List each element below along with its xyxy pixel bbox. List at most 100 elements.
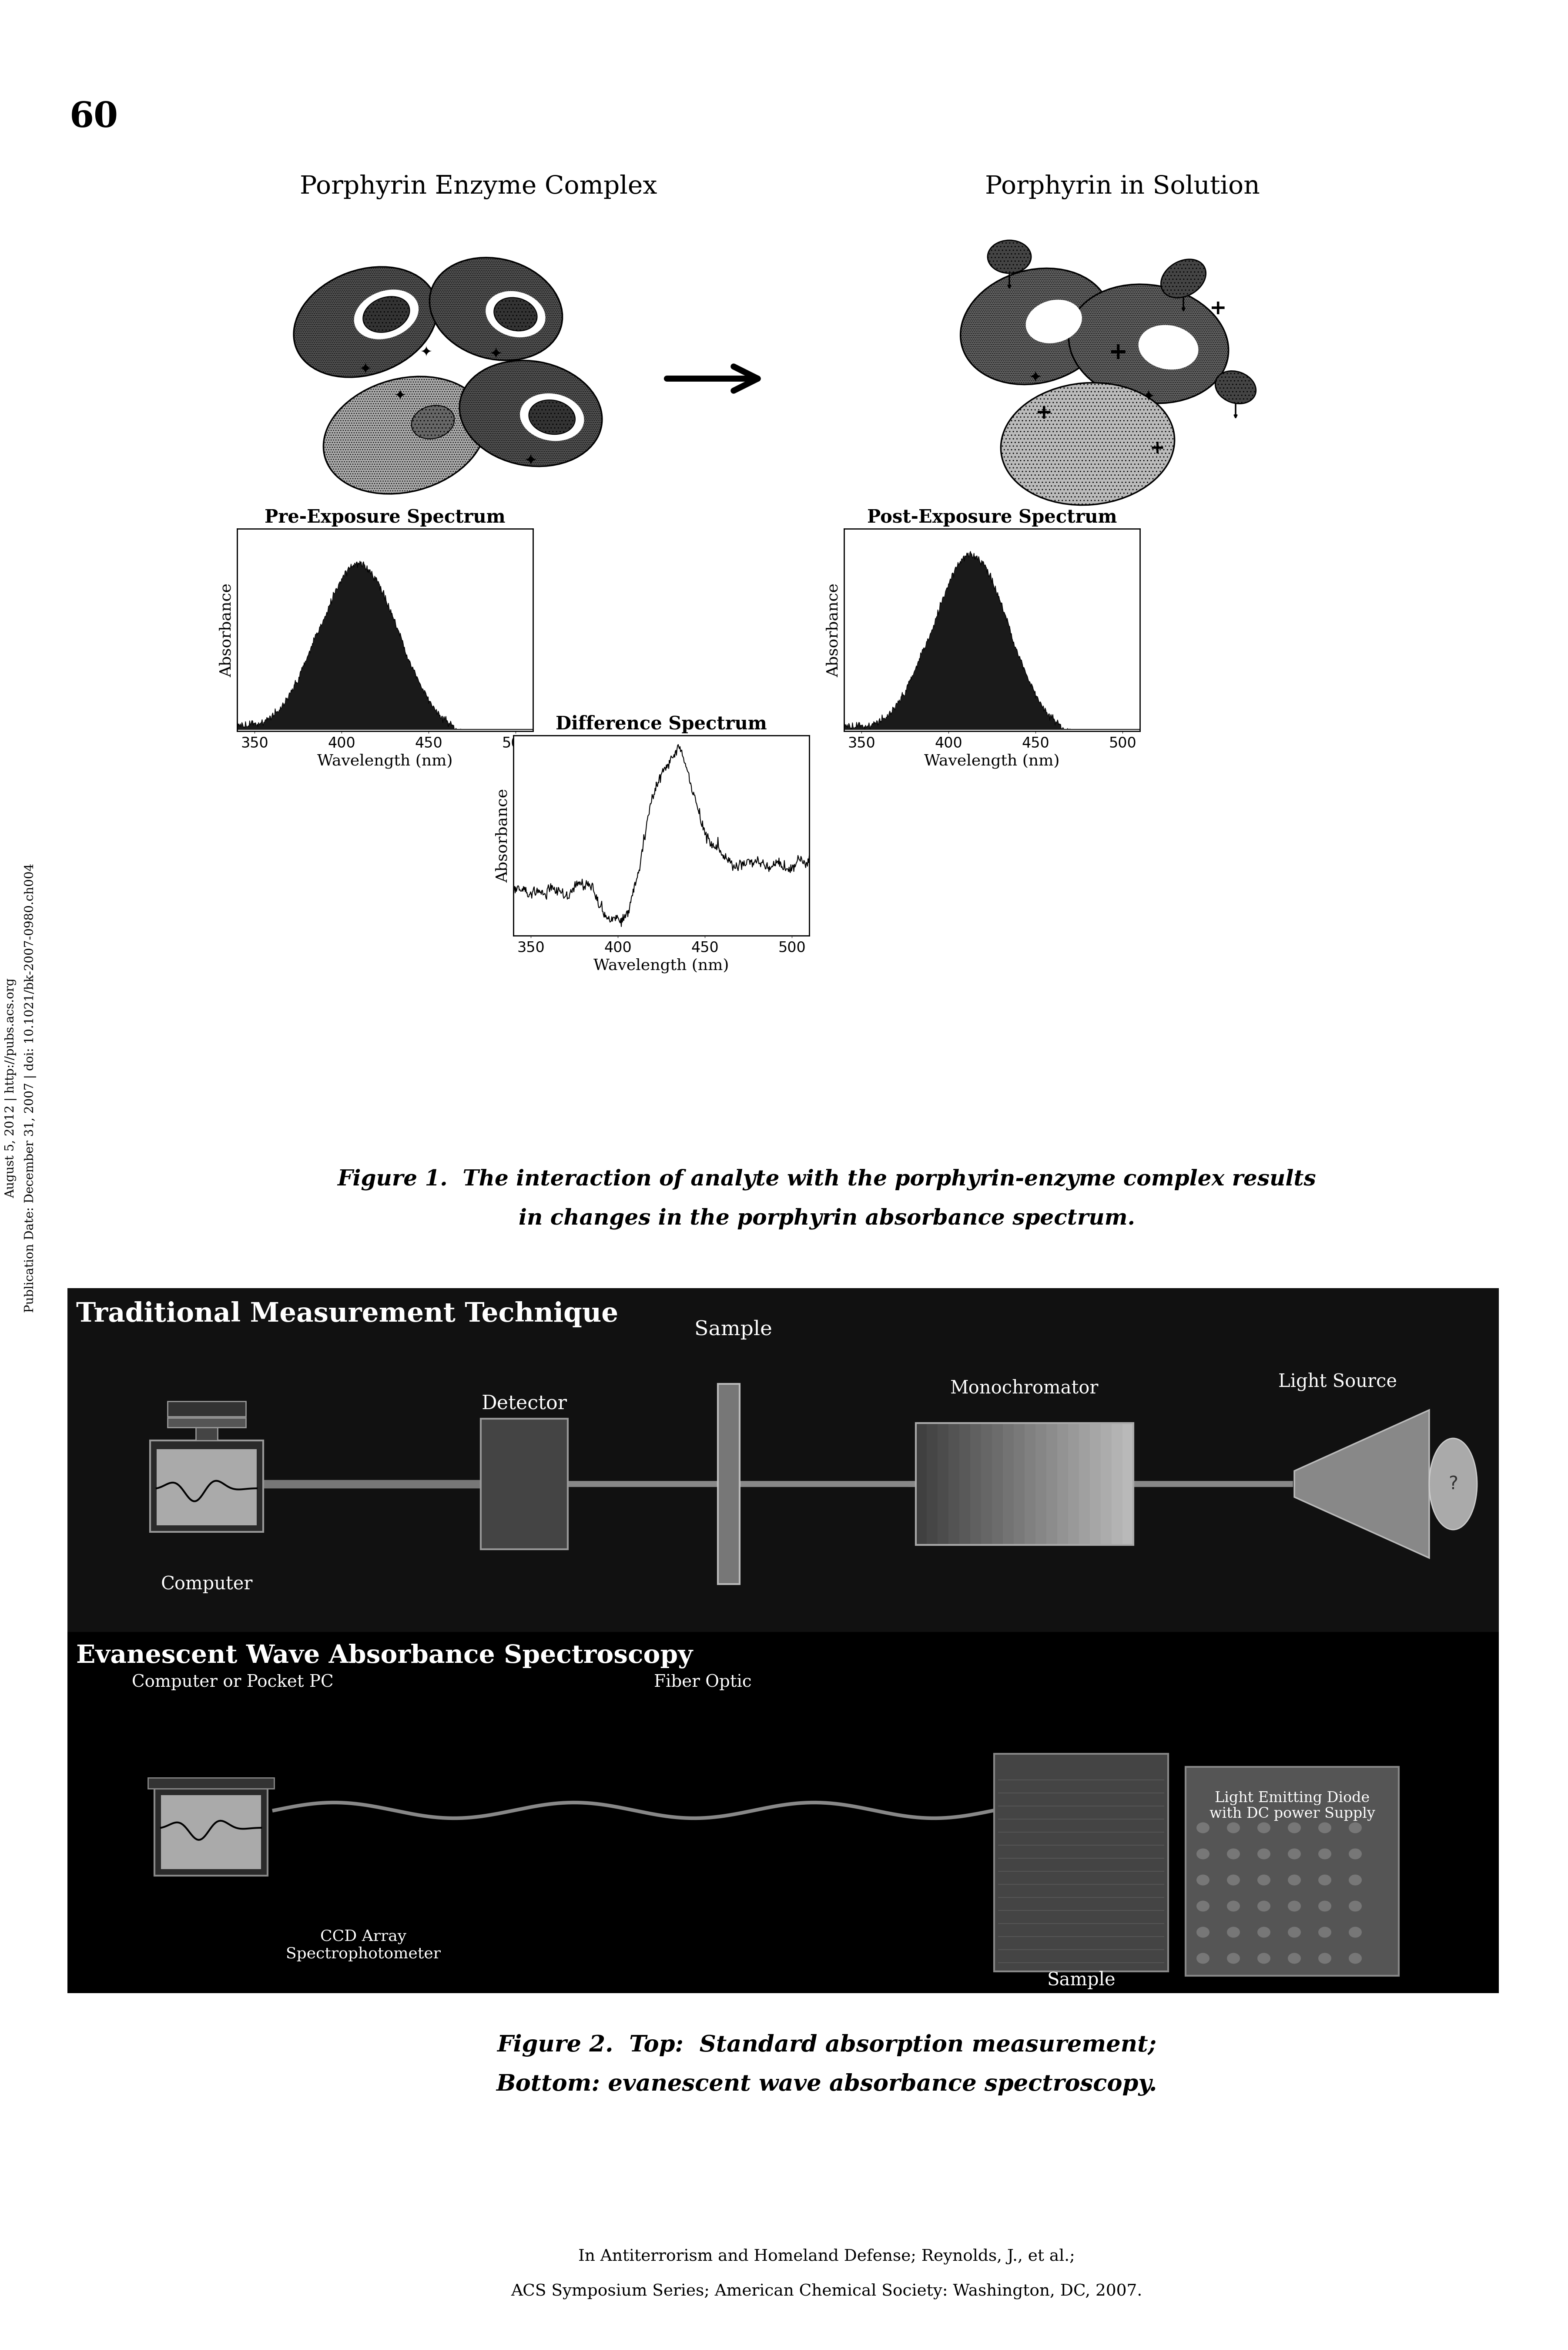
Ellipse shape bbox=[1196, 1953, 1209, 1965]
Text: ✦: ✦ bbox=[394, 388, 406, 404]
Ellipse shape bbox=[323, 376, 486, 494]
X-axis label: Wavelength (nm): Wavelength (nm) bbox=[317, 754, 453, 768]
Ellipse shape bbox=[1317, 1821, 1331, 1833]
Ellipse shape bbox=[486, 291, 546, 338]
Title: Post-Exposure Spectrum: Post-Exposure Spectrum bbox=[867, 508, 1116, 526]
Ellipse shape bbox=[1317, 1849, 1331, 1859]
Ellipse shape bbox=[1348, 1849, 1361, 1859]
Ellipse shape bbox=[1258, 1875, 1270, 1885]
Text: Detector: Detector bbox=[481, 1394, 568, 1412]
Ellipse shape bbox=[1160, 258, 1206, 298]
Text: ✦: ✦ bbox=[524, 454, 538, 468]
FancyArrowPatch shape bbox=[666, 367, 757, 390]
Text: Figure 1.  The interaction of analyte with the porphyrin-enzyme complex results: Figure 1. The interaction of analyte wit… bbox=[337, 1168, 1316, 1189]
Ellipse shape bbox=[1196, 1821, 1209, 1833]
Text: Figure 2.  Top:  Standard absorption measurement;: Figure 2. Top: Standard absorption measu… bbox=[497, 2035, 1156, 2056]
X-axis label: Wavelength (nm): Wavelength (nm) bbox=[924, 754, 1060, 768]
Text: Light Source: Light Source bbox=[1278, 1372, 1397, 1391]
Text: +: + bbox=[1149, 439, 1165, 458]
X-axis label: Wavelength (nm): Wavelength (nm) bbox=[593, 959, 729, 973]
Bar bbox=[1112, 1424, 1123, 1544]
Text: in changes in the porphyrin absorbance spectrum.: in changes in the porphyrin absorbance s… bbox=[519, 1208, 1135, 1229]
Text: ✦: ✦ bbox=[1142, 390, 1156, 404]
Text: August 5, 2012 | http://pubs.acs.org
Publication Date: December 31, 2007 | doi: : August 5, 2012 | http://pubs.acs.org Pub… bbox=[5, 862, 36, 1314]
Ellipse shape bbox=[988, 240, 1030, 273]
Ellipse shape bbox=[1287, 1901, 1300, 1911]
Ellipse shape bbox=[1287, 1875, 1300, 1885]
Ellipse shape bbox=[1226, 1953, 1240, 1965]
Bar bbox=[991, 1424, 1004, 1544]
Ellipse shape bbox=[1000, 383, 1174, 505]
Bar bbox=[982, 1424, 993, 1544]
Y-axis label: Absorbance: Absorbance bbox=[495, 790, 510, 884]
Bar bbox=[960, 1424, 971, 1544]
Bar bbox=[994, 1753, 1168, 1972]
Bar bbox=[718, 1384, 740, 1584]
Ellipse shape bbox=[1068, 284, 1228, 404]
Ellipse shape bbox=[1348, 1821, 1361, 1833]
Ellipse shape bbox=[1348, 1875, 1361, 1885]
Ellipse shape bbox=[1258, 1927, 1270, 1939]
Ellipse shape bbox=[960, 268, 1110, 385]
Bar bbox=[927, 1424, 938, 1544]
Ellipse shape bbox=[1258, 1953, 1270, 1965]
Ellipse shape bbox=[1317, 1953, 1331, 1965]
Text: ✦: ✦ bbox=[359, 362, 372, 376]
Bar bbox=[1123, 1424, 1134, 1544]
Ellipse shape bbox=[1348, 1927, 1361, 1939]
Ellipse shape bbox=[528, 400, 575, 435]
Text: Evanescent Wave Absorbance Spectroscopy: Evanescent Wave Absorbance Spectroscopy bbox=[77, 1643, 693, 1668]
Text: Monochromator: Monochromator bbox=[950, 1379, 1099, 1398]
Bar bbox=[1035, 1424, 1047, 1544]
Text: ?: ? bbox=[1447, 1476, 1458, 1492]
Text: Bottom: evanescent wave absorbance spectroscopy.: Bottom: evanescent wave absorbance spect… bbox=[495, 2073, 1157, 2096]
Text: Porphyrin in Solution: Porphyrin in Solution bbox=[985, 174, 1259, 200]
Text: Computer or Pocket PC: Computer or Pocket PC bbox=[132, 1673, 334, 1690]
Ellipse shape bbox=[1348, 1901, 1361, 1911]
Bar bbox=[1013, 1424, 1025, 1544]
Ellipse shape bbox=[1138, 324, 1198, 369]
Ellipse shape bbox=[1226, 1821, 1240, 1833]
Ellipse shape bbox=[1258, 1821, 1270, 1833]
Bar bbox=[168, 1401, 246, 1417]
Text: ✦: ✦ bbox=[1029, 369, 1041, 385]
Text: Sample: Sample bbox=[1046, 1972, 1115, 1988]
Bar bbox=[1002, 1424, 1014, 1544]
Ellipse shape bbox=[1348, 1953, 1361, 1965]
Bar bbox=[1068, 1424, 1079, 1544]
Bar bbox=[1101, 1424, 1112, 1544]
Bar bbox=[938, 1424, 949, 1544]
Ellipse shape bbox=[1025, 301, 1082, 343]
Ellipse shape bbox=[1317, 1875, 1331, 1885]
Bar bbox=[916, 1424, 927, 1544]
Ellipse shape bbox=[411, 407, 455, 439]
Text: ✦: ✦ bbox=[420, 345, 433, 360]
Ellipse shape bbox=[1258, 1849, 1270, 1859]
Ellipse shape bbox=[1226, 1849, 1240, 1859]
Ellipse shape bbox=[1196, 1901, 1209, 1911]
Text: Sample: Sample bbox=[695, 1321, 771, 1339]
Bar bbox=[1057, 1424, 1069, 1544]
Bar bbox=[154, 1788, 268, 1875]
Bar bbox=[1185, 1767, 1399, 1976]
Text: Traditional Measurement Technique: Traditional Measurement Technique bbox=[77, 1302, 618, 1328]
Text: CCD Array
Spectrophotometer: CCD Array Spectrophotometer bbox=[285, 1929, 441, 1962]
Bar bbox=[196, 1426, 218, 1441]
Bar bbox=[162, 1795, 260, 1868]
Ellipse shape bbox=[1287, 1927, 1300, 1939]
Bar bbox=[151, 1441, 263, 1532]
Bar bbox=[67, 1288, 1499, 1631]
Text: Computer: Computer bbox=[160, 1574, 252, 1593]
Bar bbox=[168, 1417, 246, 1426]
Ellipse shape bbox=[362, 296, 409, 331]
Ellipse shape bbox=[1226, 1875, 1240, 1885]
Bar bbox=[949, 1424, 960, 1544]
Bar bbox=[157, 1450, 257, 1525]
Bar bbox=[1024, 1424, 1036, 1544]
Ellipse shape bbox=[1196, 1927, 1209, 1939]
Bar bbox=[916, 1424, 1134, 1544]
Ellipse shape bbox=[1317, 1927, 1331, 1939]
Text: +: + bbox=[1209, 298, 1226, 320]
Ellipse shape bbox=[1287, 1953, 1300, 1965]
Ellipse shape bbox=[293, 268, 437, 378]
